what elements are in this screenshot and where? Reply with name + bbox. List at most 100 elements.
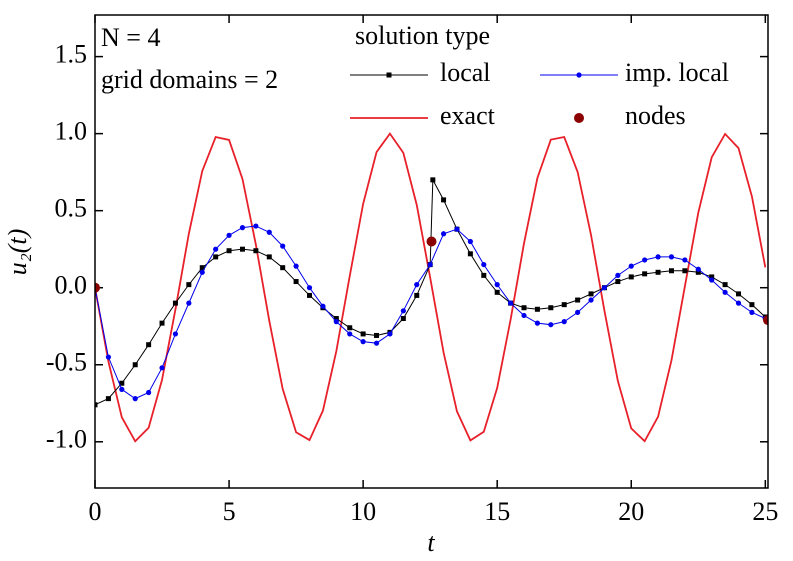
marker: [722, 289, 728, 295]
marker: [668, 254, 675, 260]
marker: [239, 225, 246, 231]
y-tick-label: 1.5: [55, 40, 88, 69]
marker: [226, 232, 232, 238]
x-tick-label: 0: [89, 497, 102, 526]
marker: [105, 354, 112, 360]
marker: [213, 246, 219, 252]
marker: [561, 302, 567, 308]
marker: [172, 331, 179, 337]
marker: [333, 316, 339, 322]
marker: [414, 282, 420, 288]
y-tick-label: 0.5: [55, 194, 88, 223]
y-tick-label: -0.5: [46, 348, 87, 377]
marker: [642, 271, 648, 277]
marker: [763, 315, 768, 326]
marker: [668, 268, 674, 274]
marker: [213, 254, 219, 260]
y-axis-label: u₂(t): [3, 229, 32, 276]
marker: [253, 223, 259, 229]
marker: [146, 342, 152, 348]
legend-label: imp. local: [625, 58, 729, 87]
marker: [615, 272, 621, 278]
marker: [575, 309, 581, 315]
marker: [426, 236, 437, 247]
marker: [253, 248, 259, 254]
marker: [347, 331, 353, 337]
legend-label: nodes: [625, 101, 686, 130]
y-tick-label: 1.0: [55, 117, 88, 146]
marker: [655, 269, 661, 275]
marker: [132, 362, 138, 368]
marker: [159, 365, 165, 371]
marker: [588, 297, 594, 303]
x-tick-label: 5: [223, 497, 236, 526]
marker: [119, 386, 125, 392]
marker: [146, 389, 152, 396]
y-tick-label: 0.0: [55, 271, 88, 300]
legend-label: exact: [440, 101, 496, 130]
marker: [387, 331, 393, 337]
marker: [159, 320, 165, 326]
marker: [695, 266, 701, 272]
x-tick-label: 25: [752, 497, 778, 526]
marker: [709, 277, 715, 283]
marker: [105, 396, 111, 402]
legend-marker: [386, 72, 392, 78]
marker: [95, 282, 100, 293]
marker: [226, 248, 232, 254]
marker: [306, 285, 313, 291]
y-tick-label: -1.0: [46, 425, 87, 454]
marker: [172, 300, 178, 306]
series-line: [95, 177, 766, 406]
marker: [628, 274, 634, 280]
legend-marker: [574, 113, 584, 123]
marker: [95, 402, 98, 408]
marker: [494, 289, 500, 295]
x-axis-label: t: [427, 528, 435, 557]
marker: [132, 396, 138, 402]
marker: [534, 306, 540, 312]
marker: [628, 263, 634, 269]
marker: [293, 279, 299, 285]
marker: [119, 380, 125, 386]
marker: [736, 291, 742, 297]
marker: [239, 246, 245, 252]
marker: [548, 322, 554, 328]
marker: [454, 226, 460, 232]
marker: [548, 305, 554, 311]
annotation: grid domains = 2: [101, 65, 278, 94]
marker: [293, 263, 299, 269]
marker: [360, 331, 366, 337]
marker: [400, 308, 406, 314]
marker: [360, 339, 366, 345]
marker: [333, 319, 339, 325]
marker: [186, 300, 192, 306]
marker: [735, 300, 742, 306]
x-tick-label: 20: [618, 497, 644, 526]
marker: [441, 197, 447, 203]
marker: [430, 177, 436, 183]
plot-area: [95, 132, 768, 443]
marker: [588, 291, 594, 297]
series-line: [95, 132, 767, 443]
marker: [749, 302, 755, 308]
marker: [280, 243, 286, 249]
marker: [615, 279, 621, 285]
legend-title: solution type: [355, 21, 490, 50]
x-tick-label: 15: [484, 497, 510, 526]
marker: [507, 300, 514, 306]
marker: [307, 292, 313, 298]
marker: [427, 261, 433, 268]
marker: [481, 272, 487, 278]
marker: [494, 282, 500, 288]
marker: [320, 303, 326, 309]
marker: [467, 238, 473, 245]
marker: [521, 312, 527, 319]
marker: [347, 325, 353, 331]
marker: [575, 297, 581, 303]
legend-label: local: [440, 58, 491, 87]
marker: [722, 282, 728, 288]
marker: [521, 305, 527, 311]
marker: [199, 265, 205, 271]
